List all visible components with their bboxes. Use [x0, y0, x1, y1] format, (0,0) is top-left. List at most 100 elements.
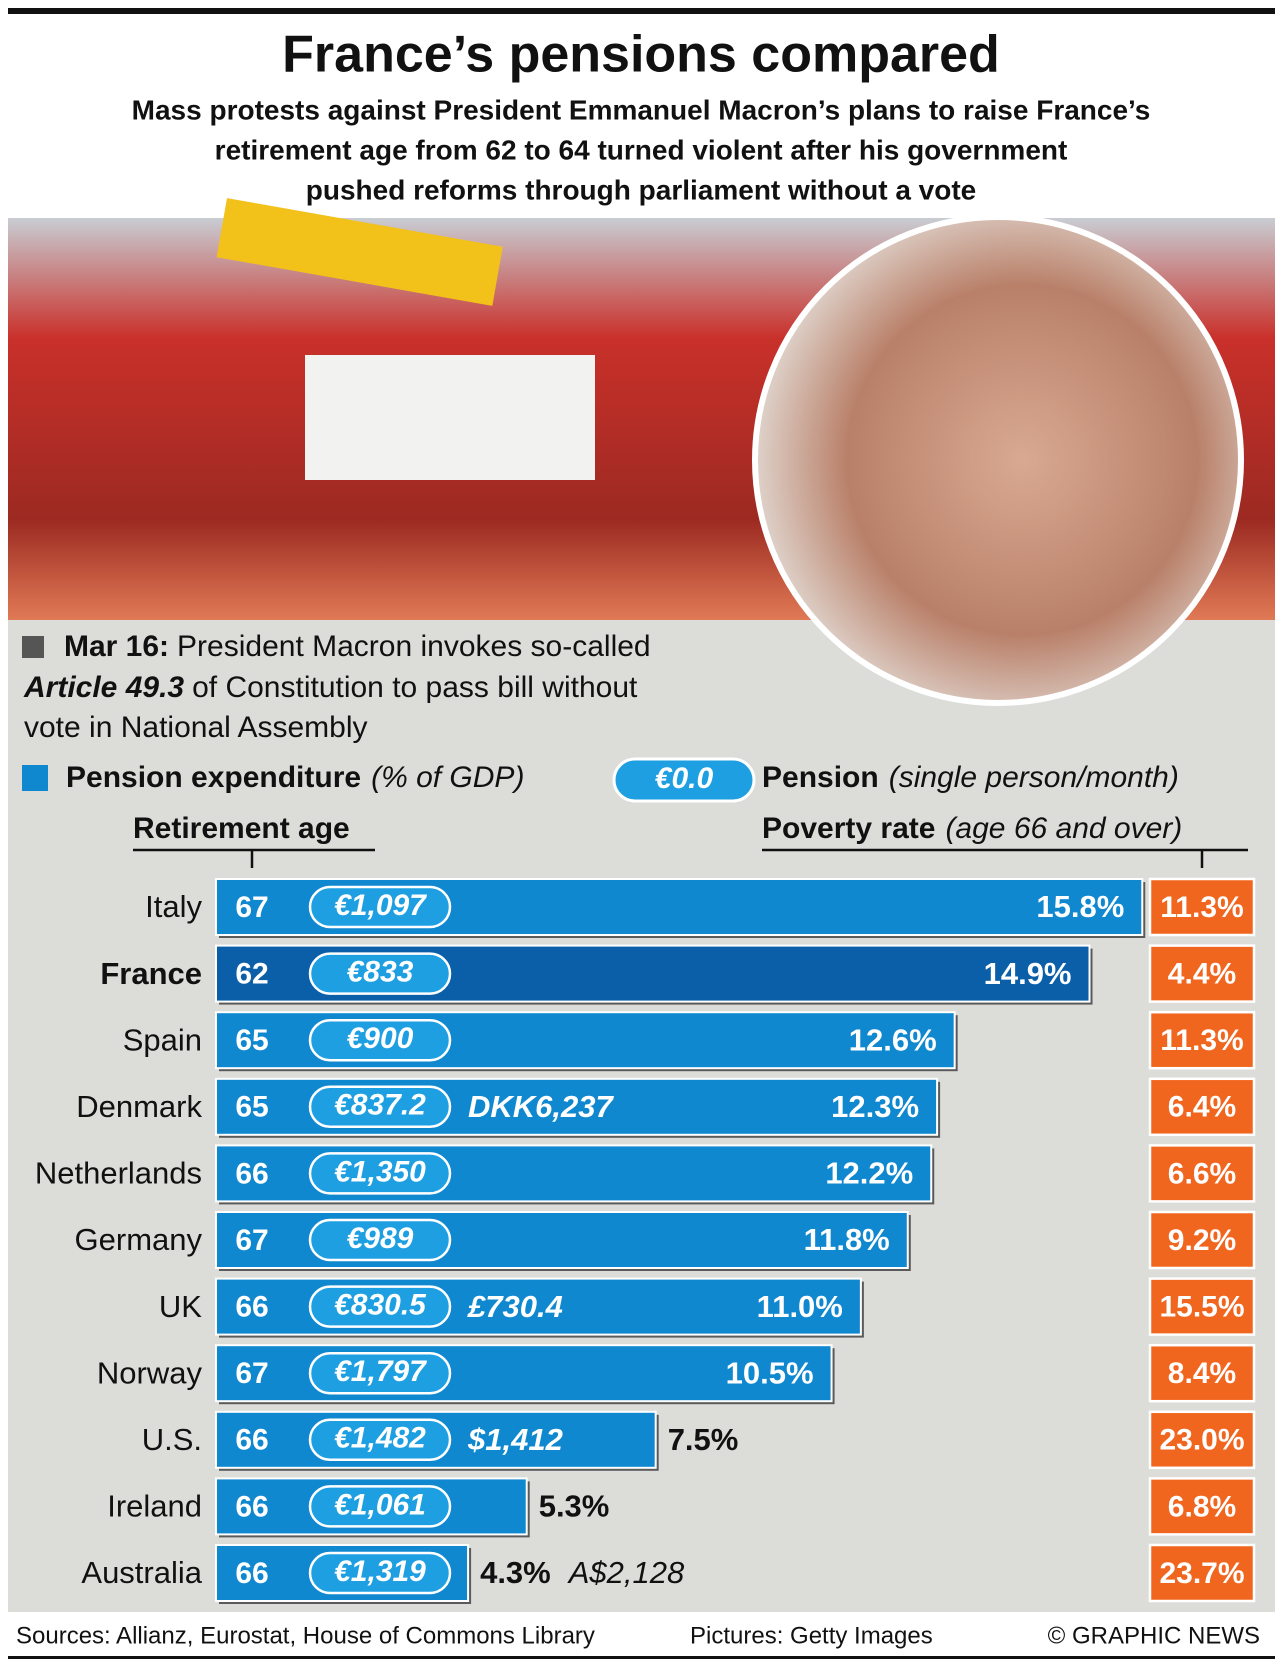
pension-pill [308, 1551, 452, 1595]
poverty-label: 11.3% [1160, 891, 1243, 924]
column-label: Poverty rate [762, 812, 935, 845]
legend-swatch [22, 765, 48, 791]
retirement-age: 65 [235, 1024, 268, 1057]
pension-pill [308, 952, 452, 995]
value-label: 5.3% [539, 1489, 610, 1524]
poverty-box [1148, 1410, 1256, 1470]
note-article: Article 49.3 [23, 671, 184, 704]
legend-pill-label: €0.0 [655, 762, 714, 795]
pension-label: €1,097 [334, 889, 427, 922]
note-text: vote in National Assembly [24, 711, 368, 744]
pension-pill [308, 1218, 452, 1262]
pension-label: €900 [347, 1022, 414, 1055]
top-rule [8, 8, 1275, 14]
retirement-age: 66 [235, 1424, 268, 1457]
legend-label: Pension [762, 761, 879, 794]
subtitle-line: retirement age from 62 to 64 turned viol… [215, 134, 1068, 165]
pension-label: €837.2 [334, 1089, 426, 1122]
bracket [762, 848, 1248, 868]
value-label: 7.5% [668, 1422, 739, 1457]
local-currency-label: $1,412 [467, 1422, 563, 1457]
pension-pill [308, 885, 452, 929]
poverty-label: 4.4% [1168, 958, 1236, 991]
poverty-label: 6.6% [1168, 1157, 1236, 1190]
poverty-box [1148, 1343, 1256, 1403]
legend-unit: (% of GDP) [371, 761, 524, 794]
footer-sources: Sources: Allianz, Eurostat, House of Com… [16, 1622, 595, 1649]
column-header: Retirement age [133, 812, 350, 845]
category-label: Italy [145, 889, 202, 924]
note-marker [22, 636, 44, 658]
value-label: 12.3% [831, 1089, 919, 1124]
note-text: President Macron invokes so-called [177, 630, 651, 663]
category-label: U.S. [142, 1422, 202, 1457]
value-label: 11.8% [804, 1222, 890, 1257]
note-text: of Constitution to pass bill without [192, 671, 638, 704]
pension-label: €833 [347, 956, 414, 989]
footer-pictures: Pictures: Getty Images [690, 1622, 933, 1649]
value-label: 15.8% [1036, 889, 1124, 924]
legend-label: Pension expenditure [66, 761, 361, 794]
pension-label: €1,797 [334, 1355, 427, 1388]
pension-pill [308, 1085, 452, 1129]
legend-pill [612, 757, 756, 803]
value-label: 10.5% [726, 1355, 814, 1390]
poverty-label: 6.8% [1168, 1490, 1236, 1523]
flag [216, 198, 503, 306]
category-label: Netherlands [35, 1156, 202, 1191]
value-label: 12.2% [825, 1156, 913, 1191]
retirement-age: 66 [235, 1490, 268, 1523]
pension-pill [308, 1018, 452, 1062]
category-label: Ireland [107, 1489, 202, 1524]
local-currency-label: DKK6,237 [468, 1089, 614, 1124]
poverty-box [1148, 877, 1256, 937]
retirement-age: 67 [235, 1357, 268, 1390]
category-label: Germany [75, 1222, 203, 1257]
retirement-age: 66 [235, 1157, 268, 1190]
category-label: Spain [123, 1022, 202, 1057]
note-line: Mar 16: President Macron invokes so-calle… [64, 630, 651, 663]
poverty-box [1148, 1543, 1256, 1603]
poverty-label: 8.4% [1168, 1357, 1236, 1390]
bottom-rule [8, 1656, 1275, 1659]
retirement-age: 66 [235, 1557, 268, 1590]
note-date: Mar 16: [64, 630, 169, 663]
column-header: Poverty rate (age 66 and over) [762, 812, 1182, 845]
retirement-age: 66 [235, 1291, 268, 1324]
footer-credit: © GRAPHIC NEWS [1048, 1622, 1260, 1649]
pension-pill [308, 1418, 452, 1462]
poverty-label: 6.4% [1168, 1091, 1236, 1124]
category-label: France [100, 956, 202, 991]
pension-pill [308, 1285, 452, 1328]
bracket [133, 848, 375, 868]
category-label: Denmark [76, 1089, 202, 1124]
poverty-label: 9.2% [1168, 1224, 1236, 1257]
poverty-box [1148, 1077, 1256, 1137]
retirement-age: 65 [235, 1091, 268, 1124]
value-label: 12.6% [849, 1022, 937, 1057]
poverty-box [1148, 1477, 1256, 1536]
portrait-photo [752, 214, 1244, 706]
poverty-label: 15.5% [1159, 1291, 1244, 1324]
legend-entry: Pension (single person/month) [762, 761, 1179, 794]
column-unit: (age 66 and over) [945, 812, 1182, 845]
poverty-box [1148, 1210, 1256, 1270]
poverty-box [1148, 944, 1256, 1003]
poverty-label: 23.7% [1159, 1557, 1244, 1590]
subtitle-line: pushed reforms through parliament withou… [306, 174, 977, 205]
pension-label: €1,350 [334, 1155, 426, 1188]
pension-label: €1,482 [334, 1422, 426, 1455]
subtitle-line: Mass protests against President Emmanuel… [132, 94, 1151, 125]
legend-unit: (single person/month) [889, 761, 1179, 794]
poverty-label: 23.0% [1159, 1424, 1244, 1457]
pension-label: €830.5 [334, 1289, 427, 1322]
value-label: 11.0% [757, 1289, 843, 1324]
category-label: Norway [97, 1355, 203, 1390]
pension-label: €989 [347, 1222, 414, 1255]
retirement-age: 67 [235, 891, 268, 924]
category-label: Australia [81, 1555, 202, 1590]
pension-pill [308, 1152, 452, 1195]
poverty-box [1148, 1010, 1256, 1070]
poverty-box [1148, 1144, 1256, 1203]
